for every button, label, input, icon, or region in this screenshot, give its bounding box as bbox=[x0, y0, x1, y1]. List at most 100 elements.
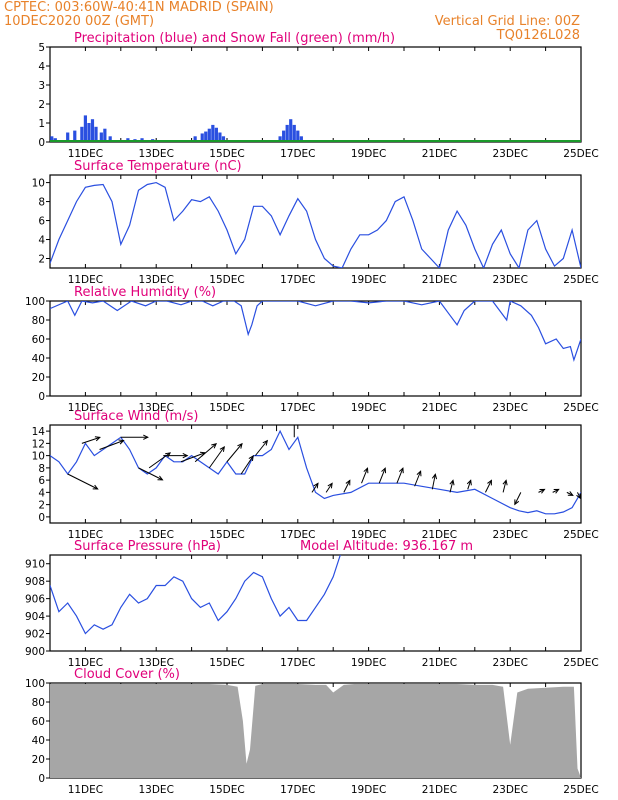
y-tick-label: 4 bbox=[38, 487, 45, 499]
x-tick-label: 19DEC bbox=[351, 784, 386, 796]
precip-bar bbox=[289, 119, 293, 142]
panel-1: Surface Temperature (nC) 2 4 6 8 10 11DEC 13DEC… bbox=[32, 159, 599, 286]
precip-bar bbox=[221, 136, 226, 142]
y-tick-label: 5 bbox=[38, 42, 45, 54]
series-line bbox=[50, 301, 581, 362]
y-tick-label: 20 bbox=[32, 754, 45, 766]
x-tick-label: 17DEC bbox=[280, 657, 315, 669]
wind-arrow bbox=[67, 473, 98, 490]
y-tick-label: 40 bbox=[32, 735, 45, 747]
x-tick-label: 23DEC bbox=[492, 274, 527, 286]
y-tick-label: 3 bbox=[38, 80, 45, 92]
y-tick-label: 0 bbox=[38, 512, 45, 524]
wind-arrow-head bbox=[92, 484, 99, 490]
wind-arrow bbox=[396, 468, 404, 484]
panel-annotation: Model Altitude: 936.167 m bbox=[300, 539, 473, 554]
panel-title: Surface Temperature (nC) bbox=[74, 159, 242, 174]
panel-title: Relative Humidity (%) bbox=[74, 285, 216, 300]
x-tick-label: 21DEC bbox=[422, 657, 457, 669]
x-tick-label: 25DEC bbox=[563, 784, 598, 796]
y-tick-label: 8 bbox=[38, 197, 45, 209]
header-grid-note: Vertical Grid Line: 00Z bbox=[435, 14, 580, 29]
precip-bar bbox=[83, 115, 87, 142]
wind-arrow-head bbox=[157, 475, 164, 481]
x-tick-label: 15DEC bbox=[209, 784, 244, 796]
wind-arrow bbox=[467, 480, 472, 490]
x-tick-label: 23DEC bbox=[492, 402, 527, 414]
series-line bbox=[50, 181, 581, 268]
precip-bar bbox=[193, 136, 197, 142]
panel-title: Precipitation (blue) and Snow Fall (gree… bbox=[74, 31, 395, 46]
x-tick-label: 21DEC bbox=[422, 784, 457, 796]
x-tick-label: 15DEC bbox=[209, 274, 244, 286]
y-tick-label: 100 bbox=[25, 296, 45, 308]
y-tick-label: 80 bbox=[32, 697, 45, 709]
precip-bar bbox=[285, 124, 289, 142]
x-tick-label: 13DEC bbox=[138, 148, 173, 160]
y-tick-label: 1 bbox=[38, 118, 45, 130]
x-tick-label: 11DEC bbox=[68, 529, 103, 541]
x-tick-label: 17DEC bbox=[280, 402, 315, 414]
x-tick-label: 11DEC bbox=[68, 784, 103, 796]
wind-arrow bbox=[226, 443, 243, 463]
wind-arrow-head bbox=[219, 445, 225, 452]
panels: Precipitation (blue) and Snow Fall (gree… bbox=[25, 31, 599, 796]
wind-arrow-head bbox=[449, 479, 455, 486]
y-tick-label: 2 bbox=[38, 500, 45, 512]
y-tick-label: 8 bbox=[38, 463, 45, 475]
y-tick-label: 902 bbox=[25, 629, 45, 641]
x-tick-label: 25DEC bbox=[563, 274, 598, 286]
wind-arrow-head bbox=[553, 488, 560, 494]
y-tick-label: 10 bbox=[32, 178, 45, 190]
y-tick-label: 14 bbox=[32, 426, 46, 438]
precip-bar bbox=[90, 119, 95, 142]
wind-arrow-head bbox=[398, 467, 404, 474]
precip-bar bbox=[73, 130, 77, 142]
wind-arrow bbox=[502, 480, 507, 493]
x-tick-label: 23DEC bbox=[492, 657, 527, 669]
precip-bar bbox=[299, 136, 303, 142]
x-tick-label: 15DEC bbox=[209, 529, 244, 541]
data-group bbox=[50, 555, 341, 635]
x-tick-label: 13DEC bbox=[138, 784, 173, 796]
x-tick-label: 25DEC bbox=[563, 402, 598, 414]
y-tick-label: 100 bbox=[25, 678, 45, 690]
precip-bar bbox=[66, 132, 70, 142]
x-tick-label: 13DEC bbox=[138, 657, 173, 669]
data-group bbox=[50, 425, 581, 515]
panel-title: Surface Wind (m/s) bbox=[74, 409, 198, 424]
y-tick-label: 6 bbox=[38, 216, 45, 228]
x-tick-label: 21DEC bbox=[422, 402, 457, 414]
wind-arrow bbox=[240, 455, 254, 475]
x-tick-label: 19DEC bbox=[351, 529, 386, 541]
header-run-time: 10DEC2020 00Z (GMT) bbox=[4, 14, 154, 29]
x-tick-label: 17DEC bbox=[280, 274, 315, 286]
wind-arrow bbox=[514, 492, 522, 505]
wind-arrow bbox=[194, 443, 217, 463]
x-tick-label: 17DEC bbox=[280, 148, 315, 160]
wind-arrow bbox=[208, 446, 225, 469]
panel-4: Surface Pressure (hPa) Model Altitude: 93… bbox=[25, 539, 599, 669]
wind-arrow-head bbox=[94, 436, 101, 442]
series-line bbox=[50, 429, 581, 515]
wind-arrow-head bbox=[431, 473, 438, 480]
x-tick-label: 17DEC bbox=[280, 529, 315, 541]
precip-bar bbox=[87, 123, 91, 142]
x-tick-label: 23DEC bbox=[492, 784, 527, 796]
x-tick-label: 19DEC bbox=[351, 657, 386, 669]
x-tick-label: 19DEC bbox=[351, 274, 386, 286]
precip-bar bbox=[282, 130, 286, 142]
precip-bar bbox=[200, 133, 204, 142]
wind-arrow-head bbox=[143, 434, 149, 440]
x-tick-label: 21DEC bbox=[422, 529, 457, 541]
y-tick-label: 10 bbox=[32, 451, 45, 463]
precip-bar bbox=[204, 131, 208, 142]
precip-bar bbox=[218, 132, 222, 142]
wind-arrow-head bbox=[363, 467, 369, 474]
x-tick-label: 15DEC bbox=[209, 148, 244, 160]
wind-arrow bbox=[138, 467, 163, 481]
precip-bar bbox=[103, 128, 107, 142]
wind-arrow bbox=[484, 480, 492, 493]
